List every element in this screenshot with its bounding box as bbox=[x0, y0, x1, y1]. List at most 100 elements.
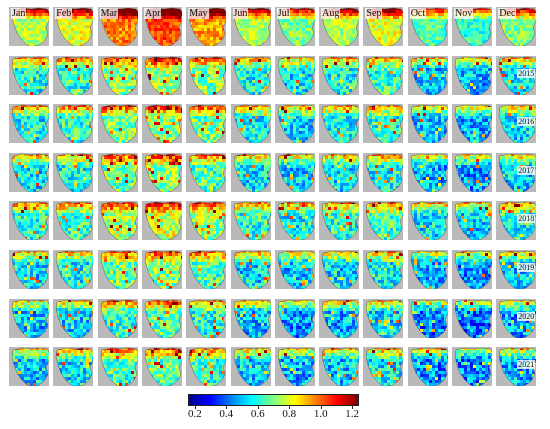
monthly-map-panel bbox=[229, 346, 272, 388]
month-label: Sep bbox=[365, 8, 383, 19]
map-svg bbox=[56, 202, 94, 241]
coastline bbox=[144, 7, 182, 46]
coastline bbox=[366, 153, 404, 192]
coastline bbox=[100, 153, 138, 192]
coastline bbox=[366, 202, 404, 241]
coastline bbox=[56, 202, 94, 241]
map-svg bbox=[454, 299, 492, 338]
monthly-map-panel bbox=[406, 346, 449, 388]
map-svg bbox=[56, 7, 94, 46]
map-svg bbox=[277, 347, 315, 387]
monthly-map-panel bbox=[140, 297, 183, 339]
map-svg bbox=[321, 250, 360, 289]
map-svg bbox=[188, 250, 227, 289]
coastline bbox=[499, 202, 537, 241]
map-svg bbox=[233, 104, 271, 144]
map-svg bbox=[233, 250, 271, 289]
map-svg bbox=[144, 347, 182, 387]
monthly-map-panel bbox=[451, 54, 493, 96]
monthly-map-panel bbox=[406, 103, 449, 145]
coastline bbox=[277, 7, 315, 46]
coastline bbox=[233, 104, 271, 144]
monthly-map-panel bbox=[96, 297, 139, 339]
map-svg bbox=[321, 347, 360, 387]
map-svg bbox=[11, 347, 49, 387]
monthly-map-panel bbox=[185, 346, 228, 388]
monthly-map-panel bbox=[52, 200, 95, 242]
coastline bbox=[277, 299, 315, 338]
monthly-map-panel bbox=[451, 103, 493, 145]
climatology-panel: Jul bbox=[273, 6, 316, 47]
month-label: Nov bbox=[454, 8, 474, 19]
monthly-map-panel bbox=[140, 103, 183, 145]
map-svg bbox=[233, 153, 271, 192]
coastline bbox=[321, 7, 360, 46]
monthly-map-panel bbox=[8, 151, 50, 193]
month-label: Apr bbox=[143, 8, 162, 19]
year-label: 2019 bbox=[517, 263, 536, 272]
colorbar-tick-mark bbox=[320, 405, 322, 409]
monthly-map-panel bbox=[406, 54, 449, 96]
coastline bbox=[277, 153, 315, 192]
monthly-map-panel bbox=[140, 200, 183, 242]
monthly-map-panel bbox=[451, 151, 493, 193]
coastline bbox=[11, 153, 49, 192]
monthly-map-panel bbox=[362, 249, 405, 290]
coastline bbox=[277, 250, 315, 289]
map-svg bbox=[11, 104, 49, 144]
month-label: May bbox=[188, 8, 209, 19]
climatology-panel: May bbox=[185, 6, 228, 47]
monthly-map-panel: 2019 bbox=[495, 249, 538, 290]
monthly-map-panel: 2017 bbox=[495, 151, 538, 193]
coastline bbox=[410, 153, 448, 192]
map-svg bbox=[410, 250, 448, 289]
coastline bbox=[454, 104, 492, 144]
coastline bbox=[144, 202, 182, 241]
climatology-panel: Jun bbox=[229, 6, 272, 47]
climatology-panel: Feb bbox=[52, 6, 95, 47]
coastline bbox=[144, 250, 182, 289]
monthly-map-panel bbox=[273, 297, 316, 339]
coastline bbox=[188, 104, 227, 144]
month-label: Dec bbox=[498, 8, 517, 19]
monthly-map-panel bbox=[185, 103, 228, 145]
coastline bbox=[410, 202, 448, 241]
monthly-map-panel bbox=[140, 346, 183, 388]
map-svg bbox=[410, 56, 448, 95]
monthly-map-panel bbox=[362, 346, 405, 388]
coastline bbox=[321, 347, 360, 387]
monthly-map-panel bbox=[185, 249, 228, 290]
coastline bbox=[11, 299, 49, 338]
monthly-map-panel bbox=[451, 346, 493, 388]
colorbar-tick-label: 0.4 bbox=[219, 408, 234, 420]
coastline bbox=[277, 56, 315, 95]
coastline bbox=[188, 7, 227, 46]
map-svg bbox=[454, 202, 492, 241]
map-svg bbox=[410, 202, 448, 241]
year-label: 2018 bbox=[517, 214, 536, 224]
colorbar-tick-mark bbox=[352, 405, 354, 409]
sea-field bbox=[144, 251, 182, 289]
monthly-map-panel bbox=[451, 297, 493, 339]
map-svg bbox=[100, 153, 138, 192]
sea-field bbox=[233, 202, 271, 241]
climatology-panel: Dec bbox=[495, 6, 538, 47]
monthly-map-panel bbox=[96, 200, 139, 242]
monthly-map-panel bbox=[8, 297, 50, 339]
monthly-map-panel bbox=[362, 297, 405, 339]
monthly-map-panel: 2018 bbox=[495, 200, 538, 242]
monthly-map-panel: 2020 bbox=[495, 297, 538, 339]
coastline bbox=[366, 299, 404, 338]
coastline bbox=[499, 250, 537, 289]
monthly-map-panel bbox=[318, 249, 361, 290]
map-svg bbox=[233, 299, 271, 338]
map-svg bbox=[277, 104, 315, 144]
climatology-panel: Apr bbox=[140, 6, 183, 47]
coastline bbox=[499, 104, 537, 144]
coastline bbox=[56, 250, 94, 289]
coastline bbox=[454, 299, 492, 338]
monthly-map-panel bbox=[140, 54, 183, 96]
map-svg bbox=[100, 250, 138, 289]
coastline bbox=[321, 153, 360, 192]
